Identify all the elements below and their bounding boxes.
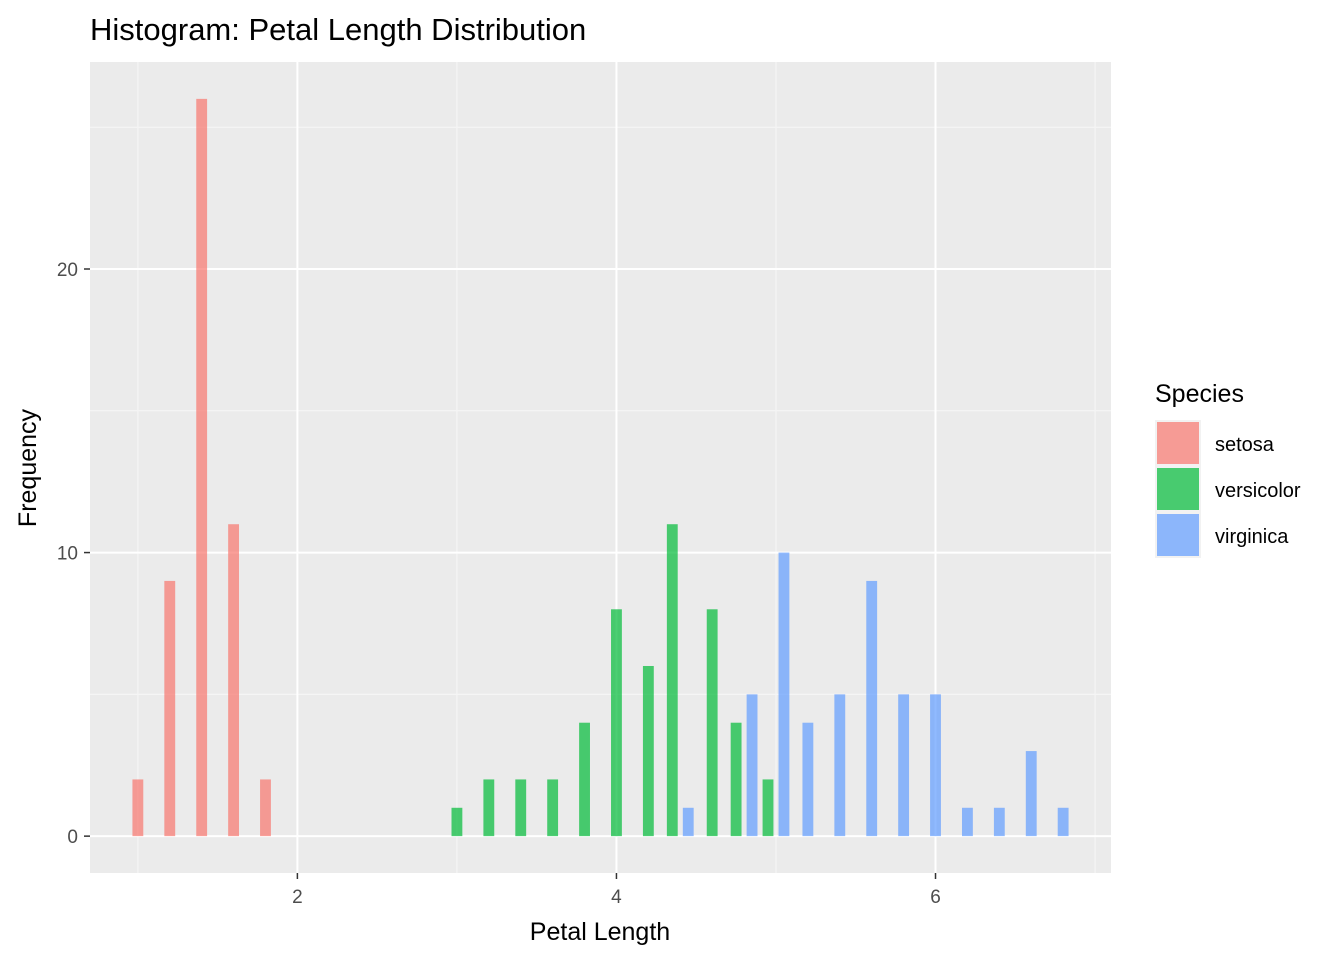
bar-virginica	[682, 807, 694, 837]
bar-virginica	[898, 694, 910, 837]
bar-virginica	[993, 807, 1005, 837]
bar-versicolor	[451, 807, 463, 837]
bar-versicolor	[483, 779, 495, 837]
legend-label-virginica: virginica	[1215, 526, 1289, 548]
bar-virginica	[834, 694, 846, 837]
grid-minor	[90, 62, 1111, 873]
bar-virginica	[1025, 751, 1037, 837]
bar-versicolor	[611, 609, 622, 837]
bar-virginica	[802, 722, 814, 837]
legend-label-versicolor: versicolor	[1215, 480, 1301, 502]
x-axis-title: Petal Length	[530, 918, 670, 946]
y-axis: 0 10 20	[57, 260, 90, 848]
bar-setosa	[228, 524, 240, 837]
legend-swatch-setosa	[1157, 422, 1199, 464]
y-axis-title: Frequency	[14, 408, 42, 527]
bar-setosa	[260, 779, 271, 837]
bars	[132, 98, 1069, 837]
x-tick-label: 4	[611, 887, 622, 908]
legend: Species setosa versicolor virginica	[1155, 380, 1301, 558]
y-tick-label: 0	[67, 827, 78, 848]
x-tick-label: 2	[292, 887, 303, 908]
legend-swatch-virginica	[1157, 514, 1199, 556]
bar-setosa	[132, 779, 144, 837]
x-axis: 2 4 6	[292, 873, 941, 908]
bar-setosa	[196, 98, 208, 837]
legend-label-setosa: setosa	[1215, 434, 1275, 456]
bar-virginica	[930, 694, 941, 837]
bar-versicolor	[547, 779, 559, 837]
bar-virginica	[746, 694, 758, 837]
y-tick-label: 20	[57, 260, 78, 281]
bar-versicolor	[642, 665, 654, 837]
bar-virginica	[866, 580, 878, 837]
bar-setosa	[164, 580, 176, 837]
y-tick-label: 10	[57, 544, 78, 565]
chart-title: Histogram: Petal Length Distribution	[90, 12, 586, 47]
bar-versicolor	[730, 722, 742, 837]
bar-virginica	[961, 807, 973, 837]
plot-panel	[90, 62, 1111, 873]
bar-versicolor	[666, 524, 678, 837]
x-tick-label: 6	[930, 887, 941, 908]
bar-versicolor	[579, 722, 590, 837]
legend-title: Species	[1155, 380, 1244, 408]
bar-versicolor	[706, 609, 718, 837]
bar-virginica	[1057, 807, 1069, 837]
legend-swatch-versicolor	[1157, 468, 1199, 510]
bar-versicolor	[762, 779, 774, 837]
bar-versicolor	[515, 779, 527, 837]
bar-virginica	[778, 552, 790, 837]
